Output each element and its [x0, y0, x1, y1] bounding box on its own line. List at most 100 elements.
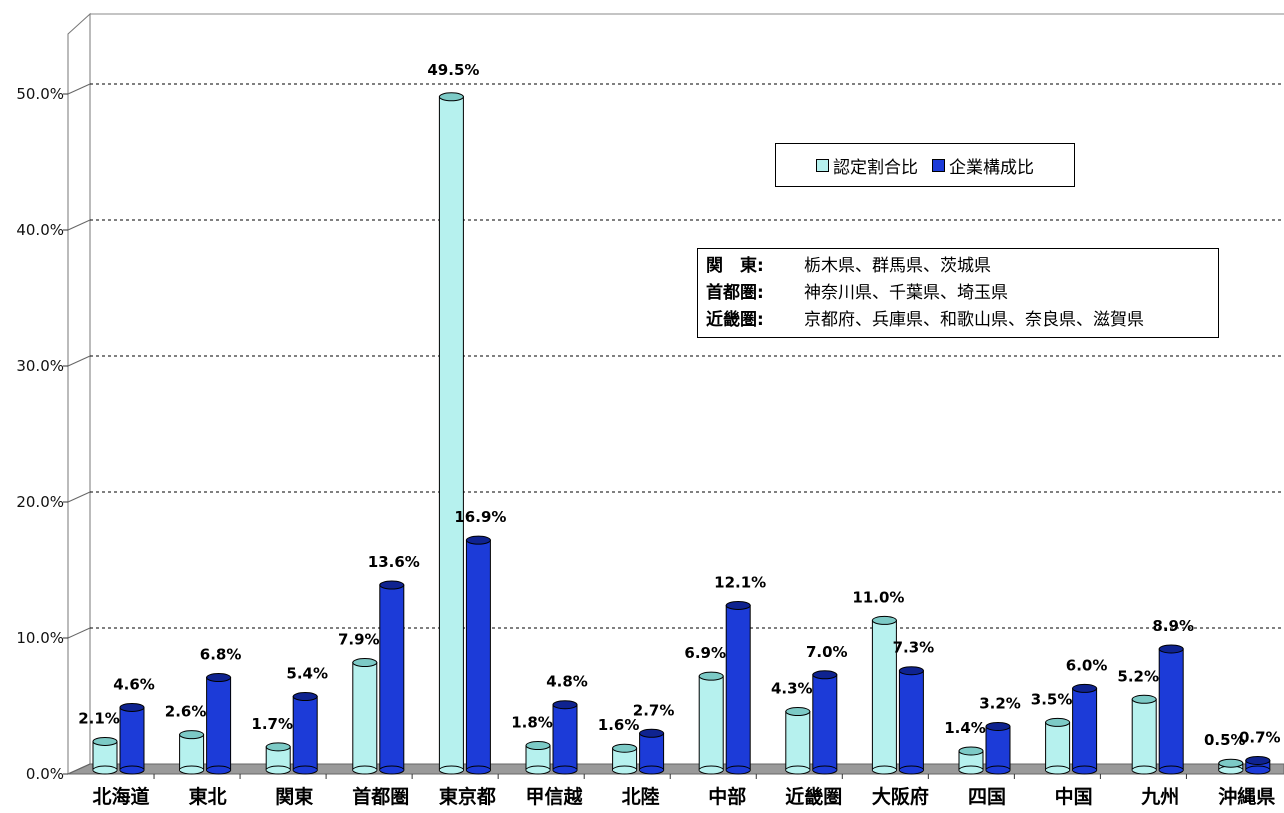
bar-bottom-mask: [1073, 769, 1097, 771]
data-label-certification: 1.8%: [511, 714, 553, 732]
bar-top: [725, 600, 751, 610]
data-label-certification: 49.5%: [427, 61, 479, 79]
data-label-company: 7.3%: [893, 639, 935, 657]
bar-body: [1045, 721, 1071, 771]
bar-bottom-mask: [1219, 769, 1243, 771]
wall-tick: [67, 355, 91, 367]
data-label-company: 2.7%: [633, 701, 675, 719]
bar-body: [898, 670, 924, 771]
bar-top: [379, 580, 405, 590]
data-label-company: 3.2%: [979, 694, 1021, 712]
bar-company-中部: [725, 600, 751, 775]
bar-certification-関東: [265, 742, 291, 775]
bar-company-中国: [1072, 683, 1098, 775]
note-line-shutoken: 首都圏: 神奈川県、千葉県、埼玉県: [706, 280, 1210, 307]
bar-bottom-mask: [872, 769, 896, 771]
bar-certification-東京都: [438, 92, 464, 775]
bar-certification-近畿圏: [785, 707, 811, 775]
bar-bottom-mask: [899, 769, 923, 771]
bar-body: [1131, 698, 1157, 771]
region-note-box: 関 東: 栃木県、群馬県、茨城県 首都圏: 神奈川県、千葉県、埼玉県 近畿圏: 京都府…: [697, 248, 1219, 338]
bar-body: [438, 96, 464, 771]
y-axis-ticks: 0.0% 10.0% 20.0% 30.0% 40.0% 50.0%: [16, 85, 68, 783]
bar-certification-中国: [1045, 717, 1071, 775]
data-label-company: 5.4%: [286, 665, 328, 683]
bar-company-九州: [1158, 644, 1184, 775]
bar-body: [785, 711, 811, 771]
bar-body: [871, 619, 897, 771]
bar-bottom-mask: [1159, 769, 1183, 771]
bar-certification-沖縄県: [1218, 758, 1244, 775]
category-label: 四国: [968, 786, 1006, 808]
bar-body: [206, 677, 232, 771]
bar-bottom-mask: [1132, 769, 1156, 771]
wall-tick: [67, 219, 91, 231]
data-label-certification: 1.6%: [598, 716, 640, 734]
category-label: 首都圏: [352, 785, 409, 808]
note-prefectures: 京都府、兵庫県、和歌山県、奈良県、滋賀県: [804, 310, 1144, 330]
bar-top: [639, 728, 665, 738]
data-label-company: 16.9%: [454, 508, 506, 526]
category-label: 中国: [1055, 785, 1093, 808]
bar-bottom-mask: [786, 769, 810, 771]
bar-certification-北陸: [612, 743, 638, 775]
bar-bottom-mask: [380, 769, 404, 771]
bar-top: [1245, 755, 1271, 765]
bar-certification-中部: [698, 671, 724, 775]
bar-company-沖縄県: [1245, 755, 1271, 775]
bar-bottom-mask: [1046, 769, 1070, 771]
bar-top: [1218, 758, 1244, 768]
data-labels: 2.1% 4.6% 2.6% 6.8% 1.7% 5.4% 7.9% 13.6% 49.5% 16…: [78, 61, 1280, 749]
bar-top: [1072, 683, 1098, 693]
bar-company-首都圏: [379, 580, 405, 775]
bar-company-大阪府: [898, 666, 924, 775]
bar-certification-甲信越: [525, 741, 551, 775]
bar-bottom-mask: [959, 769, 983, 771]
category-label: 関東: [275, 785, 313, 808]
bar-company-近畿圏: [812, 670, 838, 775]
data-label-certification: 3.5%: [1031, 690, 1073, 708]
bar-body: [352, 662, 378, 771]
bar-top: [525, 741, 551, 751]
category-label: 甲信越: [525, 785, 583, 808]
bar-bottom-mask: [120, 769, 144, 771]
bar-company-東京都: [465, 535, 491, 775]
bar-body: [985, 725, 1011, 771]
bar-company-北陸: [639, 728, 665, 775]
bar-top: [552, 700, 578, 710]
legend-label-company: 企業構成比: [949, 157, 1034, 178]
legend-item-certification-ratio: 認定割合比: [816, 153, 918, 178]
bar-body: [379, 584, 405, 771]
bar-top: [438, 92, 464, 102]
bar-certification-東北: [179, 730, 205, 775]
bar-bottom-mask: [726, 769, 750, 771]
bar-top: [292, 692, 318, 702]
bar-body: [552, 704, 578, 771]
note-prefectures: 栃木県、群馬県、茨城県: [804, 256, 991, 276]
bar-company-四国: [985, 721, 1011, 775]
bar-body: [119, 706, 145, 771]
bar-company-北海道: [119, 702, 145, 775]
bar-top: [265, 742, 291, 752]
data-label-certification: 1.4%: [944, 719, 986, 737]
data-label-certification: 6.9%: [684, 644, 726, 662]
bar-bottom-mask: [293, 769, 317, 771]
y-tick-label: 30.0%: [16, 357, 64, 375]
bar-company-東北: [206, 673, 232, 775]
data-label-company: 12.1%: [714, 573, 766, 591]
bar-bottom-mask: [640, 769, 664, 771]
bar-body: [639, 732, 665, 771]
bar-body: [465, 539, 491, 771]
note-line-kanto: 関 東: 栃木県、群馬県、茨城県: [706, 253, 1210, 280]
bar-bottom-mask: [180, 769, 204, 771]
y-tick-label: 40.0%: [16, 221, 64, 239]
bar-bottom-mask: [353, 769, 377, 771]
bar-top: [958, 746, 984, 756]
bar-top: [1158, 644, 1184, 654]
bar-certification-大阪府: [871, 615, 897, 775]
bar-bottom-mask: [613, 769, 637, 771]
data-label-certification: 0.5%: [1204, 731, 1246, 749]
bar-bottom-mask: [266, 769, 290, 771]
